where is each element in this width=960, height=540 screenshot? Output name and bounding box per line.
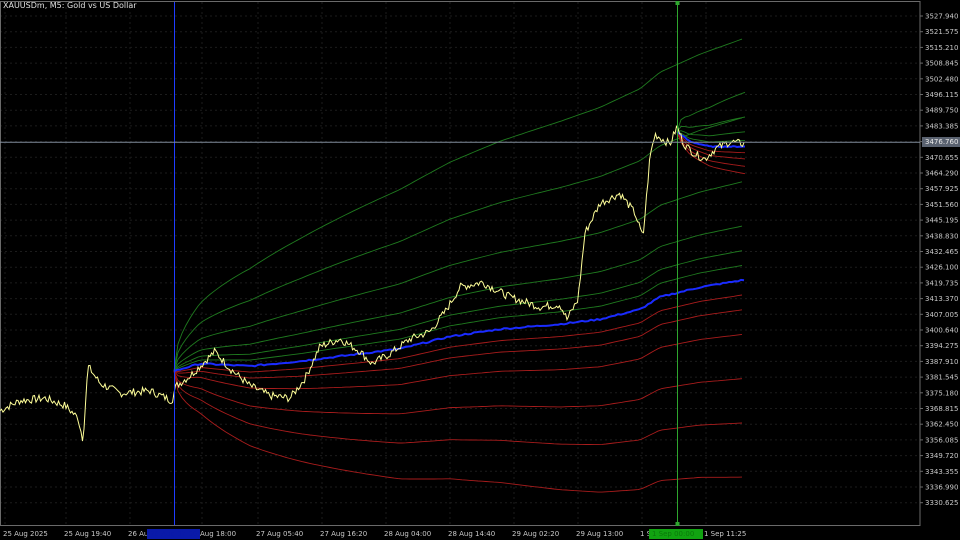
price-axis-label: 3413.370 xyxy=(925,295,958,303)
price-axis-label: 3375.180 xyxy=(925,389,958,397)
marker-handle-top xyxy=(675,1,680,5)
lower-band-line-2 xyxy=(173,309,743,379)
vwap-line-2 xyxy=(676,130,745,149)
marker-handle-bottom xyxy=(675,522,680,526)
price-axis-label: 3400.640 xyxy=(925,327,958,335)
price-axis-label: 3419.735 xyxy=(925,279,958,287)
price-axis-label: 3508.845 xyxy=(925,60,958,68)
price-axis-label: 3381.545 xyxy=(925,374,958,382)
lower-band-line-5 xyxy=(173,370,743,446)
price-axis-label: 3387.910 xyxy=(925,358,958,366)
lower-band-line-4 xyxy=(173,370,743,415)
time-axis-label: 29 Aug 02:20 xyxy=(512,530,559,538)
time-axis-label: Aug 18:00 xyxy=(200,530,236,538)
lower-band-line-6 xyxy=(173,370,743,493)
time-axis-label: 1 Sep 11:25 xyxy=(704,530,746,538)
session2-upper-band-4 xyxy=(676,91,746,132)
vwap-line-1 xyxy=(173,278,745,373)
price-axis-label: 3349.720 xyxy=(925,452,958,460)
upper-band-line-3 xyxy=(173,225,743,372)
session2-upper-band-3 xyxy=(676,116,746,133)
price-axis-label: 3336.990 xyxy=(925,484,958,492)
grid-lines xyxy=(0,2,920,525)
price-axis-label: 3521.575 xyxy=(925,28,958,36)
vertical-line-date-tag-1: 26 Aug 07:00 xyxy=(147,529,200,539)
price-axis-label: 3432.465 xyxy=(925,248,958,256)
time-axis-label: 29 Aug 13:00 xyxy=(576,530,623,538)
session2-upper-band-2 xyxy=(676,130,746,137)
session2-lower-band-3 xyxy=(676,131,746,167)
time-axis-label: 27 Aug 05:40 xyxy=(256,530,303,538)
upper-band-line-2 xyxy=(173,250,743,372)
upper-band-line-6 xyxy=(173,38,743,372)
price-axis-label: 3426.100 xyxy=(925,264,958,272)
time-axis-label: 26 Aug xyxy=(128,530,153,538)
price-axis-label: 3489.750 xyxy=(925,107,958,115)
chart-title: XAUUSDm, M5: Gold vs US Dollar xyxy=(3,1,137,10)
price-axis-label: 3515.210 xyxy=(925,44,958,52)
upper-band-line-4 xyxy=(173,181,743,372)
price-axis-label: 3502.480 xyxy=(925,75,958,83)
price-line xyxy=(0,125,745,442)
price-axis-label: 3356.085 xyxy=(925,436,958,444)
lower-band-line-3 xyxy=(173,333,743,390)
price-axis-label: 3483.385 xyxy=(925,122,958,130)
time-axis-label: 28 Aug 04:00 xyxy=(384,530,431,538)
price-axis-label: 3496.115 xyxy=(925,91,958,99)
price-axis-label: 3368.815 xyxy=(925,405,958,413)
time-axis-label: 1 S xyxy=(640,530,652,538)
time-axis-label: 25 Aug 19:40 xyxy=(64,530,111,538)
time-axis-label: 28 Aug 14:40 xyxy=(448,530,495,538)
lower-band-line-1 xyxy=(173,294,743,373)
price-axis-label: 3394.275 xyxy=(925,342,958,350)
session2-lower-band-1 xyxy=(676,131,746,154)
price-axis-label: 3445.195 xyxy=(925,217,958,225)
price-axis-label: 3470.655 xyxy=(925,154,958,162)
price-axis-label: 3362.450 xyxy=(925,421,958,429)
upper-band-line-1 xyxy=(173,265,743,372)
vertical-line-date-tag-2: 1 Sep 00:00 xyxy=(649,529,703,539)
price-axis-label: 3407.005 xyxy=(925,311,958,319)
current-price-tag: 3476.760 xyxy=(922,137,960,148)
price-axis-label: 3464.290 xyxy=(925,170,958,178)
upper-band-line-5 xyxy=(173,117,743,372)
price-axis-label: 3438.830 xyxy=(925,232,958,240)
time-axis-label: 25 Aug 2025 xyxy=(3,530,48,538)
price-axis-label: 3527.940 xyxy=(925,13,958,21)
price-axis-label: 3343.355 xyxy=(925,468,958,476)
plot-frame xyxy=(0,1,921,526)
session2-lower-band-4 xyxy=(676,131,746,175)
price-axis-label: 3451.560 xyxy=(925,201,958,209)
price-axis-label: 3330.625 xyxy=(925,499,958,507)
time-axis-label: 27 Aug 16:20 xyxy=(320,530,367,538)
price-axis-label: 3457.925 xyxy=(925,185,958,193)
